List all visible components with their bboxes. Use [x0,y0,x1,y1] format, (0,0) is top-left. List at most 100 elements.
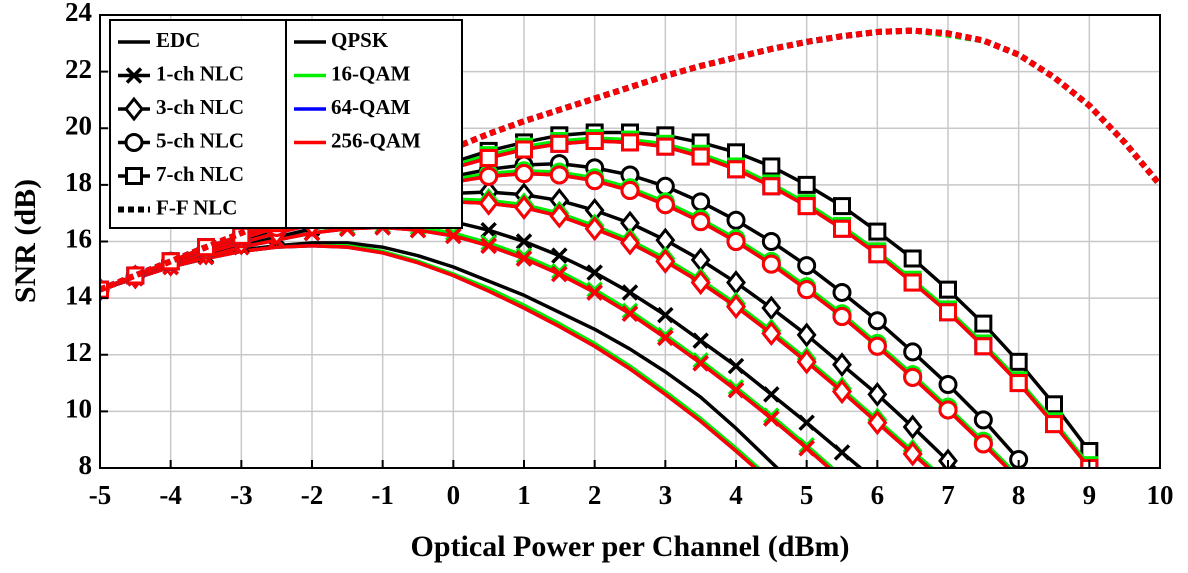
marker-circle [761,232,781,251]
marker-x [727,381,745,399]
marker-x [657,306,674,324]
marker-circle [867,336,887,356]
x-tick-label: 5 [800,480,814,510]
marker-x [480,237,497,254]
marker-square [515,140,533,159]
marker-circle [867,311,887,331]
x-tick-label: -1 [371,480,394,510]
marker-square [797,197,816,216]
marker-diamond [867,381,888,407]
marker-square [1009,374,1028,393]
marker-diamond [902,414,923,440]
legend-label: EDC [156,28,200,52]
marker-x [798,414,815,431]
x-tick-label: -2 [301,480,324,510]
marker-x [763,410,780,427]
marker-diamond [549,203,570,229]
marker-diamond [902,441,923,467]
y-tick-label: 10 [65,394,92,424]
marker-square [939,280,957,299]
marker-circle [549,165,569,185]
marker-square [762,177,781,196]
marker-square [727,160,745,179]
marker-x [657,329,674,347]
x-tick-label: 9 [1083,480,1097,510]
legend-label: F-F NLC [156,195,237,219]
marker-square [833,197,851,216]
marker-x [125,67,143,84]
x-tick-label: -4 [159,480,182,510]
marker-diamond [124,96,144,122]
marker-square [903,273,922,292]
marker-square [868,245,887,264]
y-tick-label: 16 [65,224,92,254]
x-tick-label: 1 [517,480,531,510]
marker-x [621,284,639,301]
x-tick-label: 7 [941,480,955,510]
marker-square [125,167,143,185]
legend-label: 64-QAM [331,95,410,119]
marker-square [585,131,604,150]
marker-diamond [584,216,605,242]
marker-circle [620,181,640,201]
marker-diamond [832,352,852,378]
marker-square [833,219,851,238]
marker-circle [655,176,675,196]
marker-diamond [867,410,888,436]
marker-circle [973,434,993,454]
marker-square [656,137,675,156]
marker-square [479,148,498,167]
marker-square [797,175,816,194]
marker-x [692,355,709,372]
x-tick-label: 2 [588,480,602,510]
marker-diamond [796,349,817,375]
marker-diamond [478,190,499,216]
y-tick-label: 18 [65,167,92,197]
marker-square [974,337,993,356]
x-tick-label: 4 [729,480,743,510]
x-tick-label: 0 [447,480,461,510]
marker-circle [585,171,605,191]
marker-diamond [761,295,782,321]
marker-diamond [655,248,676,274]
marker-x [621,305,639,322]
marker-diamond [938,448,958,468]
marker-x [515,250,533,267]
y-tick-label: 20 [65,110,92,140]
marker-x [798,439,815,457]
legend-label: 256-QAM [331,128,421,152]
legend-label: 7-ch NLC [156,162,244,186]
marker-circle [124,133,144,152]
marker-circle [726,232,746,251]
marker-square [868,222,887,241]
marker-circle [797,256,817,276]
marker-circle [726,210,746,230]
marker-diamond [761,321,782,346]
marker-square [939,303,957,322]
marker-diamond [796,322,817,348]
marker-square [762,157,781,176]
y-tick-label: 8 [79,450,93,480]
marker-diamond [832,379,852,404]
marker-circle [691,192,711,212]
marker-x [727,357,745,375]
marker-diamond [514,195,534,220]
x-tick-label: 3 [659,480,673,510]
marker-x [692,332,709,349]
legend: EDC 1-ch NLC 3-ch NLC 5-ch NLC 7-ch NLC F-F N… [109,19,463,229]
x-tick-label: 8 [1012,480,1026,510]
y-tick-label: 12 [65,337,92,367]
y-axis-label: SNR (dB) [9,179,42,303]
marker-x [763,386,780,403]
y-tick-label: 14 [65,280,92,310]
marker-circle [832,307,852,327]
marker-circle [903,342,923,362]
marker-x [515,233,533,250]
marker-circle [938,374,958,394]
x-tick-label: -5 [89,480,112,510]
marker-square [974,314,993,333]
marker-square [1045,415,1063,434]
marker-square [550,134,569,153]
